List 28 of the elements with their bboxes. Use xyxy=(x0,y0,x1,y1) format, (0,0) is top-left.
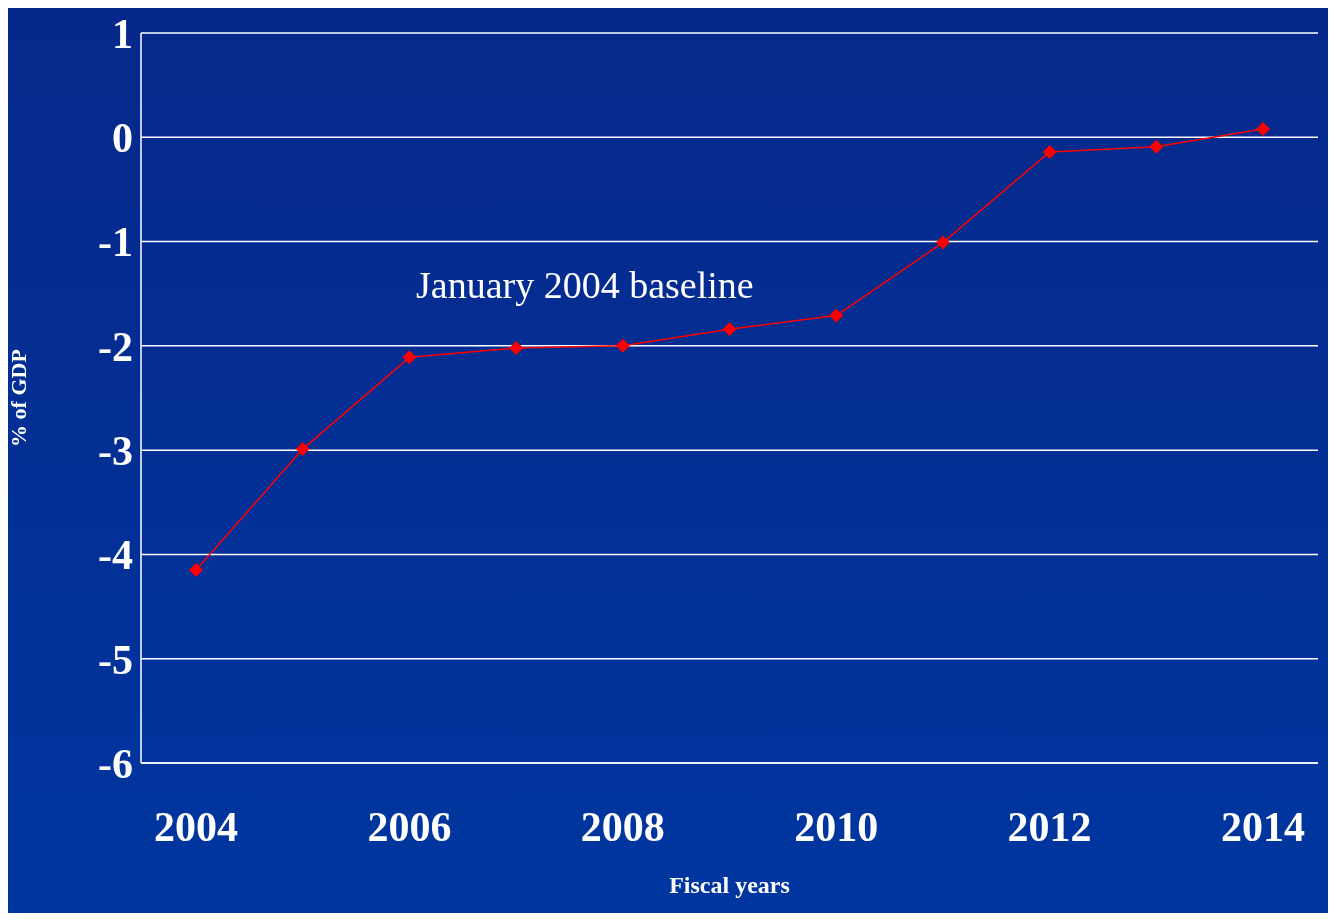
y-tick-label: 0 xyxy=(112,115,133,162)
y-tick-label: -3 xyxy=(98,428,133,475)
y-tick-label: -5 xyxy=(98,636,133,683)
point xyxy=(1149,139,1164,154)
x-tick-label: 2004 xyxy=(154,803,238,850)
y-tick-label: -2 xyxy=(98,323,133,370)
y-tick-label: -1 xyxy=(98,219,133,266)
point xyxy=(935,235,950,250)
y-tick-label: -4 xyxy=(98,532,133,579)
point xyxy=(829,308,844,323)
x-axis-title: Fiscal years xyxy=(669,872,790,898)
x-tick-label: 2012 xyxy=(1007,803,1092,850)
x-tick-label: 2014 xyxy=(1221,803,1305,850)
y-tick-label: 1 xyxy=(112,10,133,57)
x-tick-label: 2006 xyxy=(367,803,452,850)
point xyxy=(1256,121,1270,136)
y-tick-label: -6 xyxy=(98,740,133,787)
point xyxy=(189,563,203,578)
point xyxy=(402,350,417,365)
point xyxy=(615,338,630,353)
point xyxy=(722,322,737,337)
point xyxy=(1042,144,1057,159)
y-axis-title: % of GDP xyxy=(5,349,31,447)
x-tick-label: 2010 xyxy=(794,803,879,850)
point xyxy=(509,340,524,355)
annotation: January 2004 baseline xyxy=(416,263,754,307)
point xyxy=(295,442,310,457)
x-tick-label: 2008 xyxy=(580,803,665,850)
